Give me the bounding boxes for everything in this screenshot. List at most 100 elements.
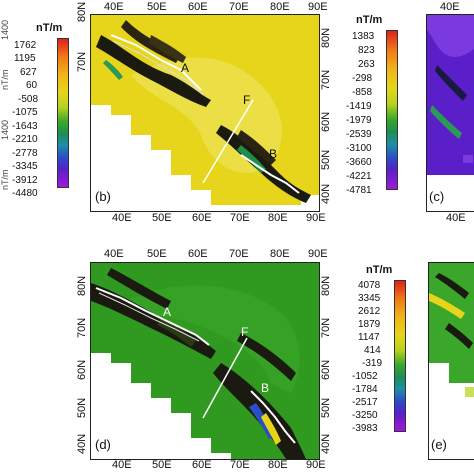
tick-d-bottom-90e: 90E [306,459,326,471]
letter-d-f: F [241,325,249,339]
colorbar-b-unit: nT/m [36,22,63,34]
panel-label-e: (e) [431,437,447,452]
tick-b-top-40e: 40E [104,1,124,13]
cb-d-val-3: 1879 [358,319,381,330]
tick-d-top-60e: 60E [188,248,208,260]
tick-d-bottom-40e: 40E [112,459,132,471]
tick-d-left-70n: 70N [76,317,88,338]
cb-b-val-10: -3912 [12,175,38,186]
tick-d-top-70e: 70E [229,248,249,260]
cb-d-val-8: -1784 [352,384,378,395]
tick-d-bottom-80e: 80E [268,459,288,471]
tick-b-top-50e: 50E [147,1,167,13]
tick-b-top-60e: 60E [188,1,208,13]
cb-d-val-7: -1052 [352,371,378,382]
tick-d-left-80n: 80N [76,275,88,296]
tick-b-bottom-70e: 70E [230,212,250,224]
cb-c-val-2: 263 [358,59,375,70]
cb-d-val-2: 2612 [358,306,381,317]
profile-line-d-f [202,337,248,419]
profile-line-f [202,99,254,184]
letter-d-b: B [261,381,270,395]
tick-d-right-60n: 60N [320,359,332,380]
cb-b-val-4: -508 [18,94,39,105]
tick-b-bottom-80e: 80E [268,212,288,224]
map-panel-b: A B F (b) [90,14,320,212]
fault-trace-d-b [250,390,296,444]
cb-c-val-3: -298 [352,73,373,84]
cb-b-val-7: -2210 [12,134,38,145]
tick-d-bottom-70e: 70E [230,459,250,471]
map-b-dark-streak-a [96,35,211,107]
cb-b-val-1: 1195 [14,53,36,64]
map-d-field [91,263,319,459]
map-b-field [91,15,319,205]
tick-d-right-50n: 50N [320,397,332,418]
tick-b-top-70e: 70E [229,1,249,13]
fault-trace-d-a [95,287,210,346]
cb-c-val-10: -4221 [346,171,372,182]
panel-label-b: (b) [95,189,111,204]
left-edge-text-1: 1400 [0,19,10,40]
cb-d-val-10: -3250 [352,410,378,421]
map-panel-d: A B F (d) [90,262,320,460]
cb-b-val-8: -2778 [12,148,38,159]
cb-b-val-9: -3345 [12,161,38,172]
tick-c-top-40e: 40E [440,1,460,13]
tick-d-left-50n: 50N [76,397,88,418]
tick-c-bottom-40e: 40E [446,212,466,224]
cb-b-val-6: -1643 [12,121,38,132]
cb-d-val-4: 1147 [358,332,380,343]
fault-trace-a [110,34,202,91]
tick-b-top-90e: 90E [308,1,328,13]
cb-d-val-1: 3345 [358,293,381,304]
cb-d-val-6: -319 [362,358,383,369]
cb-c-val-5: -1419 [346,101,372,112]
cb-c-val-0: 1383 [352,31,375,42]
tick-d-right-70n: 70N [320,317,332,338]
tick-b-right-70n: 70N [320,69,332,90]
tick-b-right-40n: 40N [320,183,332,204]
tick-d-bottom-60e: 60E [192,459,212,471]
tick-b-left-80n: 80N [76,1,88,22]
panel-label-c: (c) [429,189,445,204]
tick-b-bottom-50e: 50E [152,212,172,224]
tick-d-right-40n: 40N [320,433,332,454]
tick-d-top-90e: 90E [308,248,328,260]
tick-b-top-80e: 80E [270,1,290,13]
left-edge-text-4: nT/m [0,169,10,190]
cb-d-val-9: -2517 [352,397,378,408]
left-edge-text-2: nT/m [0,69,10,90]
panel-label-d: (d) [95,437,111,452]
tick-b-left-70n: 70N [76,51,88,72]
map-panel-c: (c) [426,14,474,212]
cb-b-val-2: 627 [20,67,37,78]
letter-a: A [181,61,190,75]
tick-d-right-80n: 80N [320,275,332,296]
tick-d-left-40n: 40N [76,433,88,454]
cb-b-val-5: -1075 [12,107,38,118]
cb-b-val-3: 60 [26,80,38,91]
cb-c-val-7: -2539 [346,129,372,140]
colorbar-b-bar [57,38,69,188]
tick-d-top-40e: 40E [104,248,124,260]
cb-c-val-1: 823 [358,45,375,56]
cb-c-val-4: -858 [352,87,373,98]
cb-d-val-0: 4078 [358,280,381,291]
cb-d-val-11: -3983 [352,423,378,434]
tick-b-right-50n: 50N [320,149,332,170]
cb-d-val-5: 414 [364,345,381,356]
cb-c-val-11: -4781 [346,185,372,196]
letter-d-a: A [163,305,172,319]
cb-c-val-8: -3100 [346,143,372,154]
letter-b: B [269,147,278,161]
cb-b-val-0: 1762 [14,40,37,51]
tick-b-bottom-40e: 40E [112,212,132,224]
left-edge-text-3: 1400 [0,119,10,140]
colorbar-d-unit: nT/m [366,264,393,276]
cb-c-val-6: -1979 [346,115,372,126]
fault-trace-b [240,154,300,194]
tick-d-left-60n: 60N [76,359,88,380]
colorbar-c-unit: nT/m [356,14,383,26]
cb-b-val-11: -4480 [12,188,38,199]
